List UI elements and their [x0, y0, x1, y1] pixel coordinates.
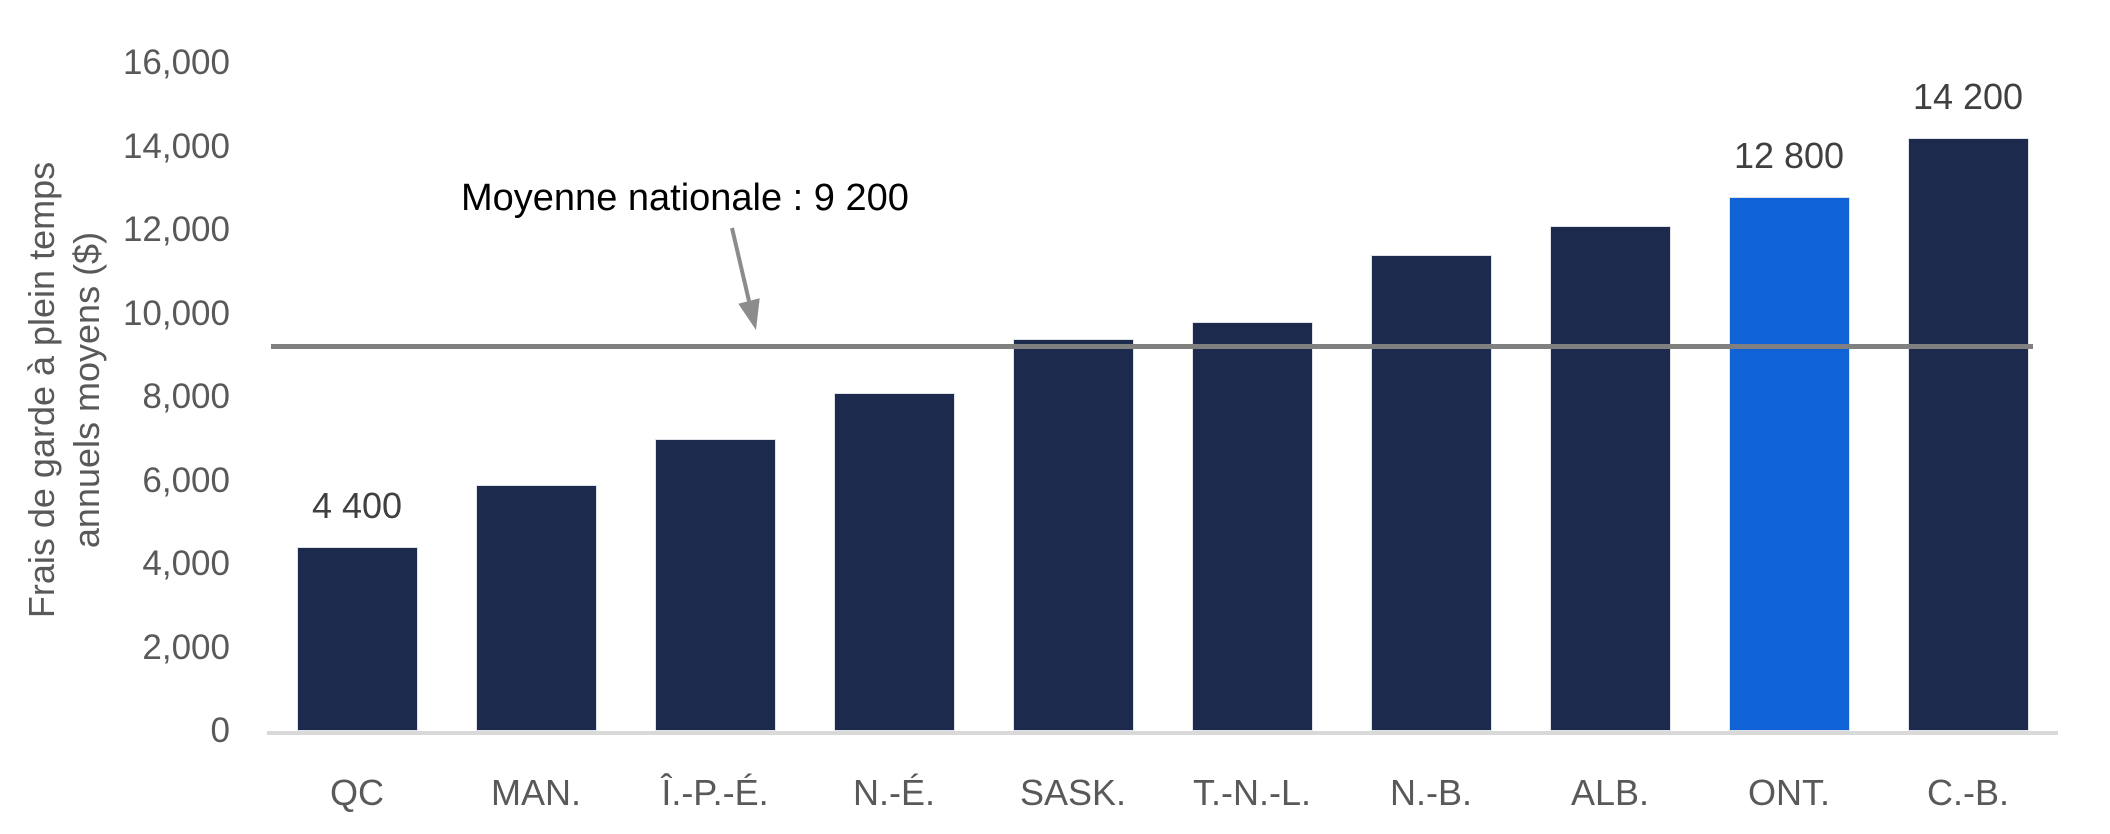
x-axis-label: ONT. — [1747, 772, 1830, 813]
x-axis-baseline — [267, 731, 2058, 735]
x-axis-label: ALB. — [1570, 772, 1650, 813]
x-axis-label: N.-É. — [852, 772, 935, 813]
y-tick-label: 16,000 — [122, 43, 230, 82]
national-average-annotation: Moyenne nationale : 9 200 — [461, 177, 909, 219]
bar-cb — [1907, 138, 2029, 731]
bar-ont — [1728, 196, 1850, 731]
bar-sask — [1012, 338, 1134, 731]
bar-alb — [1549, 225, 1671, 731]
national-average-line — [271, 344, 2033, 349]
bar-man — [475, 484, 597, 731]
x-axis-label: Î.-P.-É. — [661, 772, 769, 813]
y-tick-label: 0 — [210, 711, 230, 750]
bar-qc — [296, 547, 418, 731]
bar-nb — [1370, 255, 1492, 731]
x-axis-label: T.-N.-L. — [1192, 772, 1311, 813]
x-axis-label: QC — [330, 772, 384, 813]
bar-tnl — [1191, 321, 1313, 731]
x-axis-label: MAN. — [491, 772, 581, 813]
bar-value-label: 12 800 — [1733, 134, 1845, 176]
bar-value-label: 4 400 — [311, 485, 403, 527]
y-tick-label: 12,000 — [122, 210, 230, 249]
y-tick-label: 8,000 — [142, 377, 230, 416]
y-tick-label: 10,000 — [122, 293, 230, 333]
x-axis-label: N.-B. — [1389, 772, 1472, 813]
x-axis-label: C.-B. — [1926, 772, 2009, 813]
y-tick-label: 4,000 — [142, 544, 230, 583]
y-tick-label: 14,000 — [122, 126, 230, 166]
y-tick-label: 6,000 — [142, 460, 230, 500]
x-axis-label: SASK. — [1019, 772, 1127, 813]
bar-value-label: 14 200 — [1912, 76, 2024, 118]
bar-n — [833, 392, 955, 731]
bar-p — [654, 438, 776, 731]
y-tick-label: 2,000 — [142, 627, 230, 667]
